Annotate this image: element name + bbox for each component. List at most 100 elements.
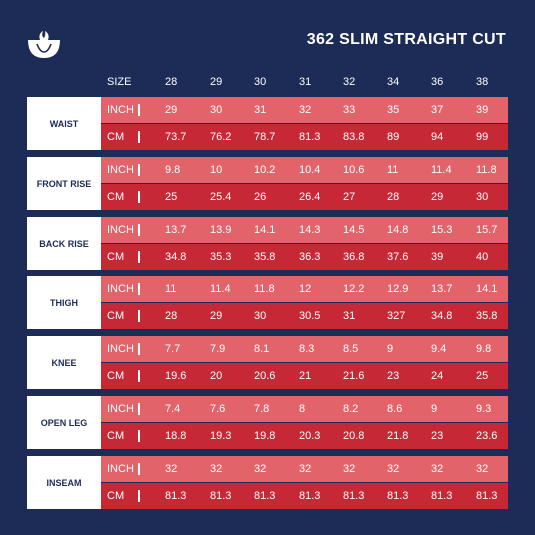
table-cell: 25 — [476, 370, 489, 382]
measurement-label: OPEN LEG — [27, 396, 101, 449]
table-cell: 12 — [299, 283, 312, 295]
table-cell: 10.4 — [299, 164, 321, 176]
size-value: 36 — [431, 76, 444, 88]
inch-unit-label: INCH — [107, 403, 134, 415]
table-cell: 11.4 — [210, 283, 231, 295]
table-cell: 13.7 — [165, 224, 187, 236]
table-cell: 11 — [165, 283, 177, 295]
table-cell: 7.7 — [165, 343, 181, 355]
inch-row: INCH 7.4 7.6 7.8 8 8.2 8.6 9 9.3 — [101, 396, 508, 422]
inch-unit-label: INCH — [107, 463, 134, 475]
table-cell: 31 — [254, 104, 267, 116]
table-cell: 15.3 — [431, 224, 453, 236]
table-cell: 83.8 — [343, 131, 365, 143]
table-cell: 25 — [165, 191, 178, 203]
table-cell: 10.6 — [343, 164, 365, 176]
table-cell: 14.3 — [299, 224, 321, 236]
table-cell: 7.9 — [210, 343, 226, 355]
divider-bar — [138, 164, 140, 176]
table-cell: 8.6 — [387, 403, 403, 415]
table-cell: 32 — [343, 463, 356, 475]
table-cell: 39 — [476, 104, 489, 116]
table-cell: 31 — [343, 310, 356, 322]
table-cell: 9 — [387, 343, 394, 355]
cm-row: CM 34.8 35.3 35.8 36.3 36.8 37.6 39 40 — [101, 244, 508, 270]
table-cell: 18.8 — [165, 430, 187, 442]
table-cell: 28 — [387, 191, 400, 203]
table-cell: 37.6 — [387, 251, 409, 263]
table-cell: 32 — [210, 463, 223, 475]
table-cell: 24 — [431, 370, 444, 382]
table-cell: 11.8 — [476, 164, 497, 176]
table-cell: 26.4 — [299, 191, 321, 203]
table-cell: 27 — [343, 191, 356, 203]
table-cell: 9.8 — [476, 343, 492, 355]
table-cell: 81.3 — [299, 490, 321, 502]
table-cell: 81.3 — [476, 490, 498, 502]
table-cell: 81.3 — [254, 490, 276, 502]
cm-unit-label: CM — [107, 370, 125, 382]
table-cell: 7.8 — [254, 403, 270, 415]
table-cell: 78.7 — [254, 131, 276, 143]
table-cell: 36.8 — [343, 251, 365, 263]
table-cell: 35.8 — [254, 251, 276, 263]
inch-unit-label: INCH — [107, 164, 134, 176]
table-cell: 19.3 — [210, 430, 232, 442]
table-cell: 8.1 — [254, 343, 270, 355]
table-cell: 37 — [431, 104, 444, 116]
table-cell: 40 — [476, 251, 489, 263]
table-cell: 13.9 — [210, 224, 232, 236]
table-cell: 19.6 — [165, 370, 187, 382]
inch-row: INCH 9.8 10 10.2 10.4 10.6 11 11.4 11.8 — [101, 157, 508, 183]
measurement-label: KNEE — [27, 336, 101, 389]
divider-bar — [138, 310, 140, 322]
table-cell: 11.8 — [254, 283, 275, 295]
measurement-label: FRONT RISE — [27, 157, 101, 210]
divider-bar — [138, 430, 140, 442]
page-title: 362 SLIM STRAIGHT CUT — [306, 31, 506, 48]
table-cell: 21.8 — [387, 430, 409, 442]
table-cell: 14.8 — [387, 224, 409, 236]
table-cell: 20.8 — [343, 430, 365, 442]
table-cell: 11.4 — [431, 164, 452, 176]
measurement-group: BACK RISE INCH 13.7 13.9 14.1 14.3 14.5 14.8 15.… — [27, 217, 508, 270]
table-cell: 7.6 — [210, 403, 226, 415]
table-cell: 9.8 — [165, 164, 181, 176]
table-cell: 23 — [387, 370, 400, 382]
table-cell: 36.3 — [299, 251, 321, 263]
table-cell: 26 — [254, 191, 267, 203]
divider-bar — [138, 490, 140, 502]
table-cell: 21 — [299, 370, 312, 382]
table-cell: 29 — [210, 310, 223, 322]
table-cell: 76.2 — [210, 131, 232, 143]
table-cell: 28 — [165, 310, 178, 322]
size-header-row: SIZE 28 29 30 31 32 34 36 38 — [0, 74, 535, 92]
divider-bar — [138, 283, 140, 295]
measurement-group: OPEN LEG INCH 7.4 7.6 7.8 8 8.2 8.6 9 9.3 CM 18.8 19… — [27, 396, 508, 449]
table-cell: 23 — [431, 430, 444, 442]
table-cell: 20 — [210, 370, 223, 382]
measurement-group: INSEAM INCH 32 32 32 32 32 32 32 32 CM 81.3 81.3 81.3… — [27, 456, 508, 509]
table-cell: 9.4 — [431, 343, 447, 355]
table-cell: 94 — [431, 131, 444, 143]
size-value: 34 — [387, 76, 400, 88]
table-cell: 32 — [165, 463, 178, 475]
table-cell: 19.8 — [254, 430, 276, 442]
size-value: 38 — [476, 76, 489, 88]
table-cell: 99 — [476, 131, 489, 143]
divider-bar — [138, 370, 140, 382]
size-value: 29 — [210, 76, 223, 88]
cm-row: CM 25 25.4 26 26.4 27 28 29 30 — [101, 184, 508, 210]
table-cell: 34.8 — [165, 251, 187, 263]
inch-row: INCH 32 32 32 32 32 32 32 32 — [101, 456, 508, 482]
brand-logo-icon — [28, 31, 60, 58]
measurement-group: THIGH INCH 11 11.4 11.8 12 12.2 12.9 13.7 14.1 CM 2… — [27, 276, 508, 329]
table-cell: 8 — [299, 403, 306, 415]
size-value: 30 — [254, 76, 267, 88]
measurement-label: BACK RISE — [27, 217, 101, 270]
table-cell: 21.6 — [343, 370, 365, 382]
table-cell: 89 — [387, 131, 400, 143]
table-cell: 81.3 — [387, 490, 409, 502]
size-label: SIZE — [107, 76, 132, 88]
table-cell: 12.2 — [343, 283, 365, 295]
